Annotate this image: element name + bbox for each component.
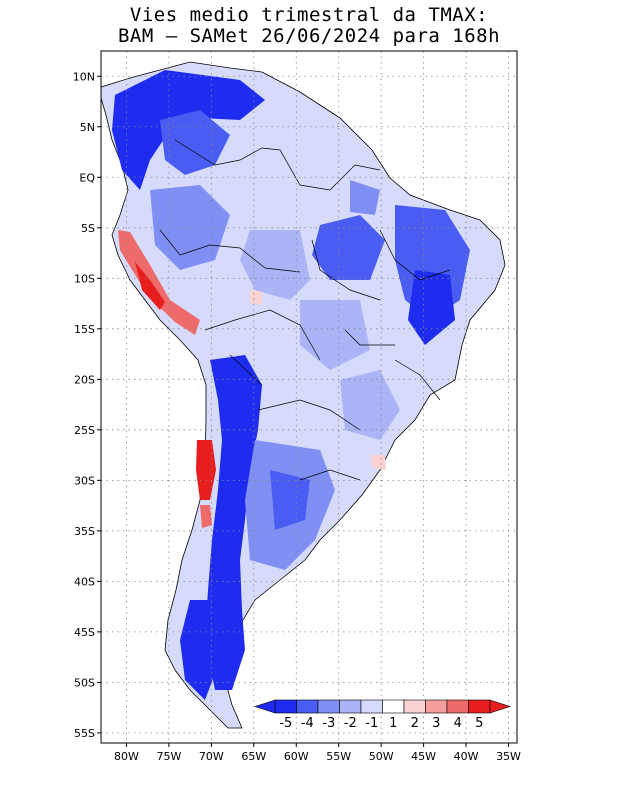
lon-tick-label: 65W [241, 750, 266, 763]
colorbar-label: -2 [344, 716, 357, 731]
longitude-labels: 80W 75W 70W 65W 60W 55W 50W 45W 40W 35W [114, 743, 521, 763]
lat-tick-label: 55S [74, 727, 95, 740]
lon-tick-label: 75W [156, 750, 181, 763]
lon-tick-label: 55W [326, 750, 351, 763]
lon-tick-label: 60W [284, 750, 309, 763]
lat-lon-grid [101, 51, 517, 743]
lon-tick-label: 45W [411, 750, 436, 763]
colorbar-extend-low [254, 699, 276, 714]
colorbar-segment [382, 699, 405, 714]
lon-tick-label: 35W [496, 750, 521, 763]
colorbar-label: -4 [301, 716, 314, 731]
colorbar-label: -3 [322, 716, 335, 731]
lat-tick-label: 25S [74, 424, 95, 437]
latitude-labels: 10N 5N EQ 5S 10S 15S 20S 25S 30S 35S 40S 45S 50S 55S [73, 70, 101, 740]
lat-tick-label: 20S [74, 373, 95, 386]
colorbar-label: -1 [365, 716, 378, 731]
lon-tick-label: 50W [369, 750, 394, 763]
colorbar-segment [339, 699, 362, 714]
colorbar-segment [317, 699, 340, 714]
colorbar-segment [274, 699, 297, 714]
colorbar-segment [425, 699, 448, 714]
colorbar-label: -5 [279, 716, 292, 731]
map-frame [100, 50, 518, 744]
colorbar-segment [360, 699, 383, 714]
bias-patches [112, 70, 470, 700]
lat-tick-label: 30S [74, 474, 95, 487]
continent-south-america [101, 61, 506, 729]
lon-tick-label: 70W [199, 750, 224, 763]
colorbar-segment [296, 699, 319, 714]
colorbar-label: 1 [389, 716, 397, 731]
colorbar-label: 3 [432, 716, 440, 731]
lat-tick-label: 40S [74, 575, 95, 588]
lat-tick-label: 35S [74, 525, 95, 538]
colorbar-extend-high [489, 699, 511, 714]
country-borders [159, 139, 451, 481]
colorbar-segment [468, 699, 491, 714]
lat-tick-label: 50S [74, 676, 95, 689]
lat-tick-label: 5S [81, 222, 95, 235]
lon-tick-label: 40W [454, 750, 479, 763]
colorbar: -5 -4 -3 -2 -1 1 2 3 4 5 [254, 699, 511, 731]
colorbar-segment [446, 699, 469, 714]
lat-tick-label: 10N [73, 70, 95, 83]
lat-tick-label: 45S [74, 626, 95, 639]
lat-tick-label: 15S [74, 323, 95, 336]
lat-tick-label: 10S [74, 272, 95, 285]
lat-tick-label: EQ [79, 171, 95, 184]
map-title-line2: BAM — SAMet 26/06/2024 para 168h [117, 25, 501, 47]
colorbar-segment [403, 699, 426, 714]
colorbar-label: 4 [454, 716, 462, 731]
colorbar-label: 5 [475, 716, 483, 731]
lat-tick-label: 5N [80, 121, 95, 134]
map-title-line1: Vies medio trimestral da TMAX: [129, 4, 489, 26]
colorbar-label: 2 [411, 716, 419, 731]
lon-tick-label: 80W [114, 750, 139, 763]
